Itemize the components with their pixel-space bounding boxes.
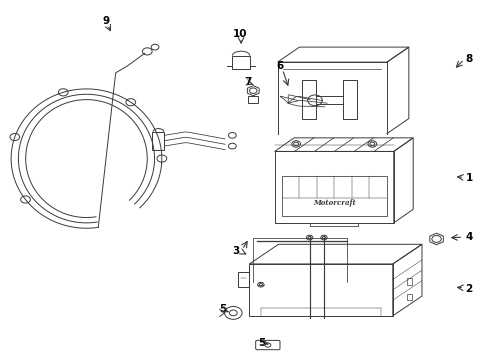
- Text: 10: 10: [232, 29, 246, 39]
- Bar: [232, 56, 249, 69]
- Text: 3: 3: [232, 247, 239, 256]
- Text: 5: 5: [219, 304, 226, 314]
- Text: 8: 8: [465, 54, 472, 64]
- Bar: [248, 96, 258, 103]
- Bar: [301, 80, 315, 119]
- Text: 7: 7: [244, 77, 251, 87]
- Bar: [407, 278, 411, 285]
- Text: 9: 9: [102, 16, 109, 26]
- Bar: [407, 294, 411, 300]
- Text: 1: 1: [465, 173, 472, 183]
- Text: 2: 2: [465, 284, 472, 294]
- Text: 6: 6: [275, 61, 283, 71]
- Text: 5: 5: [257, 338, 264, 348]
- Text: Motorcraft: Motorcraft: [312, 199, 355, 207]
- Text: 4: 4: [465, 232, 472, 242]
- Bar: [281, 176, 386, 216]
- Bar: [152, 132, 164, 150]
- Bar: [343, 80, 357, 119]
- Bar: [237, 272, 249, 287]
